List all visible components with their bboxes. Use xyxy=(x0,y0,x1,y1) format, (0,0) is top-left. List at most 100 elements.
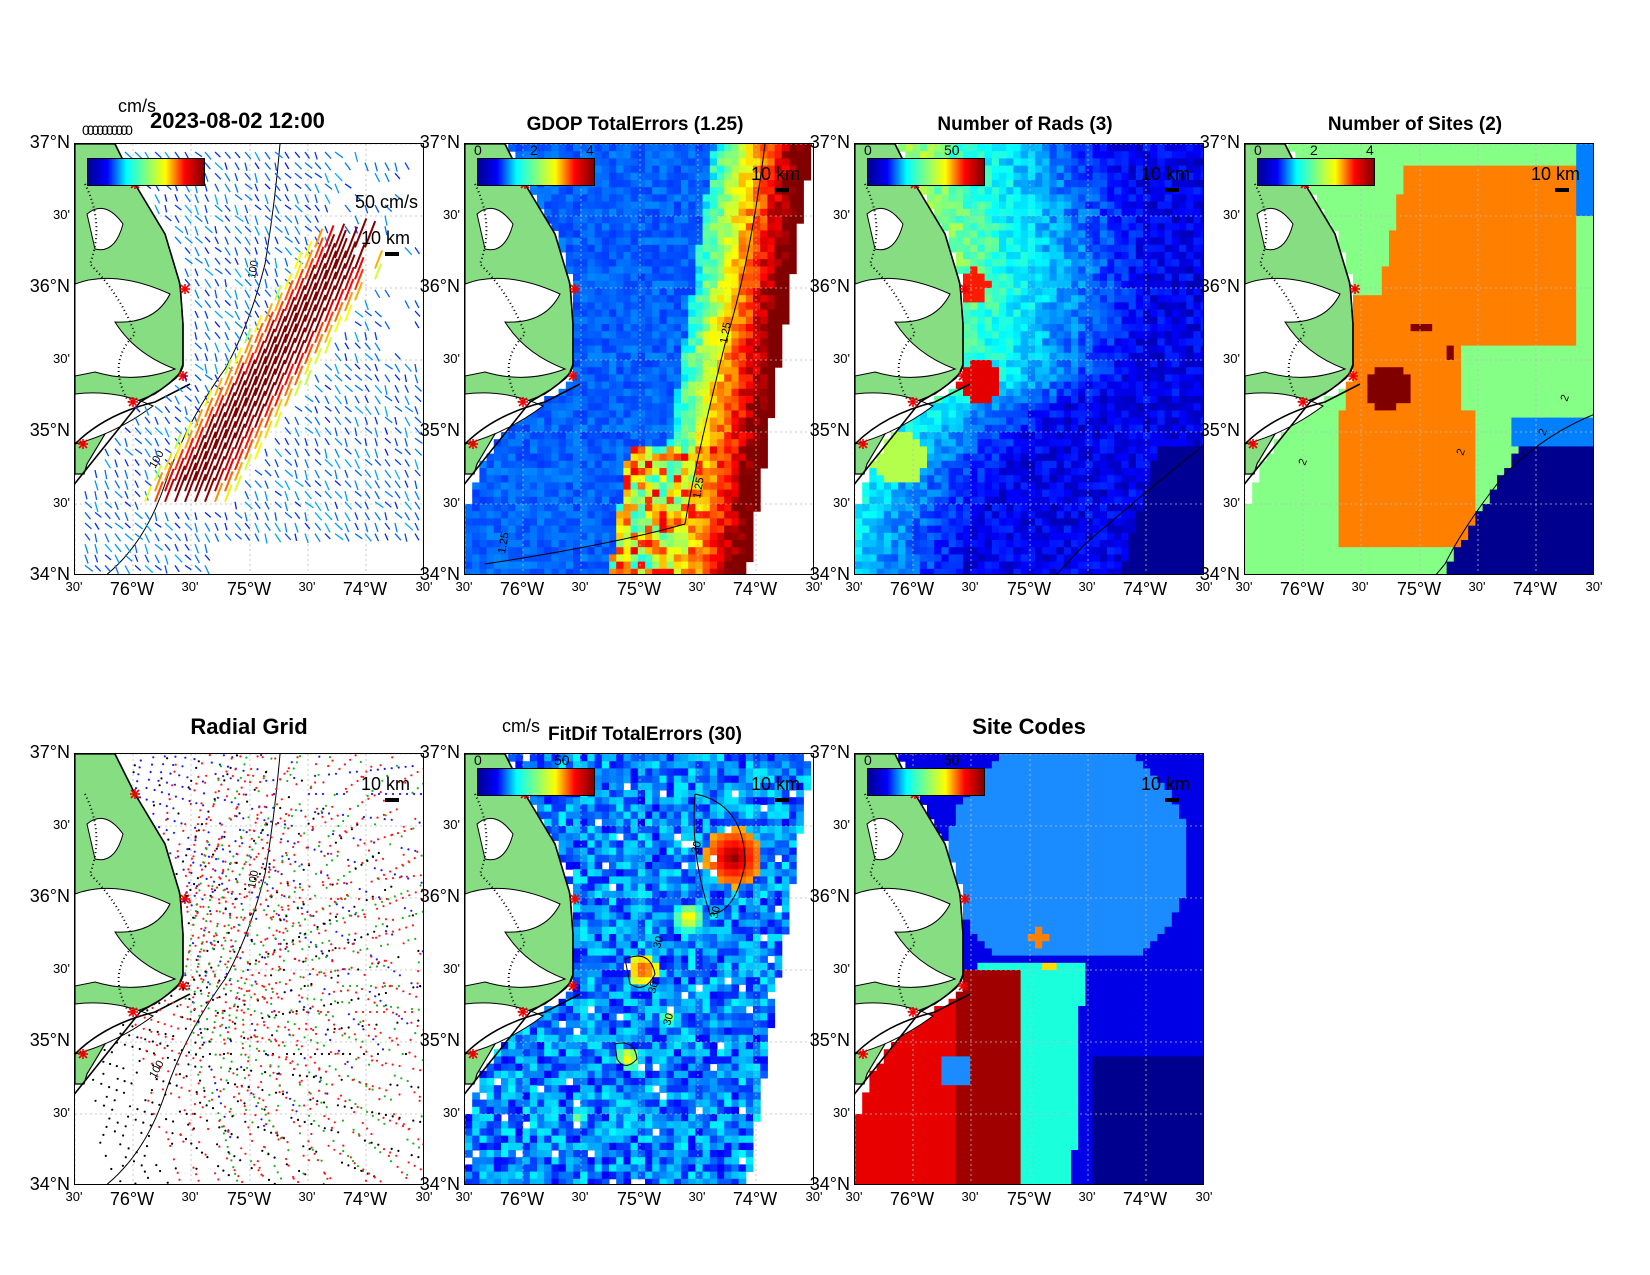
gdop-cell xyxy=(774,201,783,210)
rads-cell xyxy=(955,532,964,541)
rads-cell xyxy=(963,482,971,491)
gdop-cell xyxy=(709,475,718,483)
coastline xyxy=(75,383,191,445)
gdop-cell xyxy=(738,511,747,519)
current-vector xyxy=(234,448,245,471)
rads-cell xyxy=(912,446,921,455)
rads-cell xyxy=(1020,288,1029,296)
rads-cell xyxy=(1056,295,1065,303)
rads-cell xyxy=(876,475,885,483)
rads-cell xyxy=(970,244,978,253)
gdop-cell xyxy=(774,302,783,311)
current-vector xyxy=(144,427,153,436)
gdop-cell xyxy=(508,525,516,534)
gdop-cell xyxy=(673,496,682,505)
gdop-cell xyxy=(587,338,596,347)
rads-cell xyxy=(1099,223,1108,231)
gdop-cell xyxy=(551,489,560,498)
current-vector xyxy=(264,395,275,418)
current-vector xyxy=(334,223,346,248)
gdop-cell xyxy=(652,468,660,476)
rads-cell xyxy=(919,496,928,505)
rads-cell xyxy=(1092,280,1101,289)
current-vector xyxy=(244,215,250,225)
gdop-cell xyxy=(753,244,761,253)
rads-cell xyxy=(1020,316,1029,325)
rads-cell xyxy=(941,554,950,563)
gdop-cell xyxy=(637,216,646,224)
rads-cell xyxy=(1020,324,1029,332)
gdop-cell xyxy=(645,345,653,354)
gdop-cell xyxy=(616,172,624,181)
gdop-cell xyxy=(709,453,718,462)
gdop-cell xyxy=(637,331,646,339)
gdop-cell xyxy=(472,547,480,555)
current-vector xyxy=(254,418,264,439)
gdop-cell xyxy=(717,295,725,303)
rads-cell xyxy=(862,504,870,512)
rads-cell xyxy=(1027,324,1036,332)
rads-cell xyxy=(977,360,986,368)
rads-cell xyxy=(1107,237,1115,246)
gdop-cell xyxy=(745,230,754,239)
rads-cell xyxy=(1063,489,1072,498)
current-vector xyxy=(184,564,192,571)
rads-cell xyxy=(970,388,978,397)
current-vector xyxy=(174,448,185,471)
rads-cell xyxy=(1027,338,1036,347)
rads-cell xyxy=(912,547,921,555)
rads-cell xyxy=(1049,489,1058,498)
gdop-cell xyxy=(702,158,711,167)
map-rads: 0 50 10 km xyxy=(854,143,1204,575)
current-vector xyxy=(174,215,180,223)
rads-cell xyxy=(1027,151,1036,159)
gdop-cell xyxy=(673,518,682,527)
y-tick-label: 30' xyxy=(443,351,460,366)
gdop-cell xyxy=(738,561,747,570)
current-vector xyxy=(294,512,301,520)
y-tick-label: 34°N xyxy=(29,564,70,584)
gdop-cell xyxy=(673,259,682,267)
gdop-cell xyxy=(753,223,761,231)
rads-cell xyxy=(1042,525,1050,534)
rads-cell xyxy=(1035,244,1043,253)
current-vector xyxy=(164,215,172,222)
current-vector xyxy=(194,426,205,450)
rads-cell xyxy=(1099,288,1108,296)
rads-cell xyxy=(1013,288,1022,296)
gdop-cell xyxy=(551,496,560,505)
gdop-cell xyxy=(522,432,531,440)
gdop-cell xyxy=(652,568,660,574)
gdop-cell xyxy=(515,518,524,527)
gdop-cell xyxy=(609,208,617,217)
rads-cell xyxy=(1121,324,1130,332)
gdop-cell xyxy=(594,324,603,332)
gdop-cell xyxy=(580,223,588,231)
rads-cell xyxy=(1063,194,1072,203)
rads-cell xyxy=(1107,165,1115,174)
rads-cell xyxy=(970,561,978,570)
current-vector xyxy=(264,151,271,160)
gdop-cell xyxy=(717,259,725,267)
rads-cell xyxy=(999,525,1007,534)
current-vector xyxy=(344,241,357,269)
gdop-cell xyxy=(609,331,617,339)
rads-cell xyxy=(1049,453,1058,462)
rads-cell xyxy=(984,273,993,282)
gdop-cell xyxy=(551,518,560,527)
rads-cell xyxy=(991,309,1000,318)
gdop-cell xyxy=(666,302,675,311)
rads-cell xyxy=(1006,345,1014,354)
current-vector xyxy=(204,194,210,202)
rads-cell xyxy=(1049,172,1058,181)
gdop-cell xyxy=(681,331,689,339)
rads-cell xyxy=(963,525,971,534)
rads-cell xyxy=(927,547,935,555)
rads-cell xyxy=(1071,216,1079,224)
gdop-cell xyxy=(731,367,740,375)
gdop-cell xyxy=(508,489,516,498)
rads-cell xyxy=(1071,396,1079,404)
rads-cell xyxy=(1107,180,1115,188)
gdop-cell xyxy=(565,439,574,447)
rads-cell xyxy=(934,439,942,447)
